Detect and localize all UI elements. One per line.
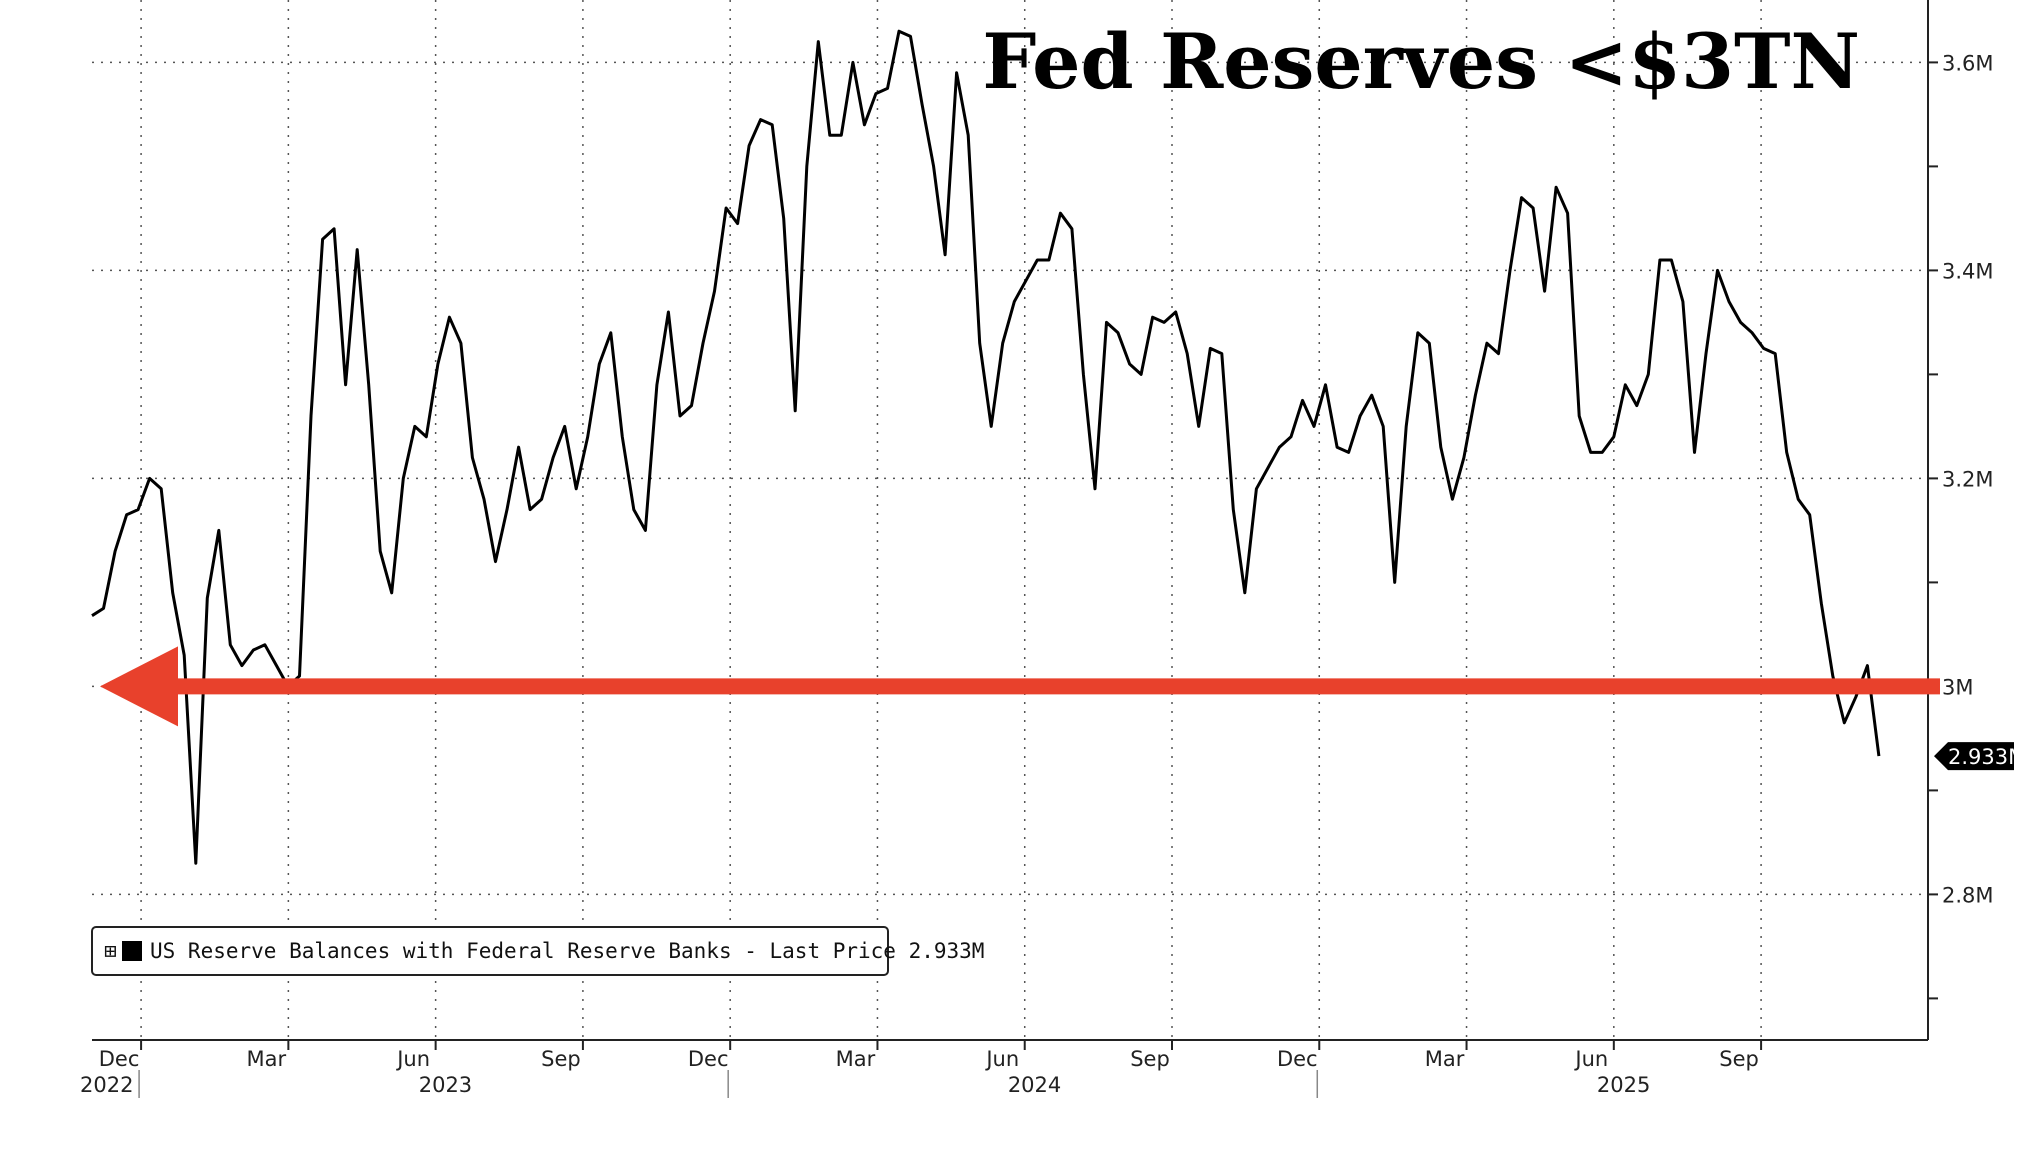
x-tick-label-3: Sep [541,1047,581,1071]
x-year-label-1: 2023 [419,1073,472,1097]
x-year-label-3: 2025 [1597,1073,1650,1097]
year-separators [138,1070,1319,1098]
axes [92,0,1929,1041]
arrow-head [100,646,178,727]
x-year-label-2: 2024 [1008,1073,1061,1097]
badge-shape [1934,742,2014,771]
arrow-annotation [100,646,1940,727]
legend-toggle-icon[interactable]: ⊞ [104,939,117,963]
x-tick-label-5: Mar [836,1047,876,1071]
y-tick-label-3: 3M [1942,675,1973,699]
x-tick-label-2: Jun [395,1047,430,1071]
legend[interactable]: ⊞ US Reserve Balances with Federal Reserv… [91,926,984,976]
x-tick-label-11: Sep [1719,1047,1759,1071]
x-tick-label-8: Dec [1277,1047,1318,1071]
x-tick-label-1: Mar [247,1047,287,1071]
x-year-label-0: 2022 [80,1073,133,1097]
y-tick-label-4: 2.8M [1942,883,1994,907]
y-tick-label-0: 3.6M [1942,51,1994,75]
chart-title: Fed Reserves <$3TN [982,17,1860,106]
x-tick-label-7: Sep [1130,1047,1170,1071]
grid [92,0,1928,1040]
y-axis-ticks: 3.6M 3.4M 3.2M 3M 2.8M [1928,51,1994,1000]
x-tick-label-4: Dec [688,1047,729,1071]
series-line [91,29,1881,865]
series-layer [91,29,1881,865]
x-axis-ticks: Dec Mar Jun Sep Dec Mar Jun Sep Dec Mar Jun Sep 2022… [80,1040,1763,1097]
x-tick-label-10: Jun [1573,1047,1608,1071]
y-tick-label-2: 3.2M [1942,467,1994,491]
legend-swatch [122,941,142,961]
legend-label: US Reserve Balances with Federal Reserve… [150,939,984,963]
x-tick-label-0: Dec [99,1047,140,1071]
y-tick-label-1: 3.4M [1942,259,1994,283]
x-tick-label-6: Jun [984,1047,1019,1071]
last-value-badge: 2.933M [1934,742,2024,771]
badge-label: 2.933M [1948,745,2024,769]
x-tick-label-9: Mar [1425,1047,1465,1071]
legend-box [91,926,889,976]
